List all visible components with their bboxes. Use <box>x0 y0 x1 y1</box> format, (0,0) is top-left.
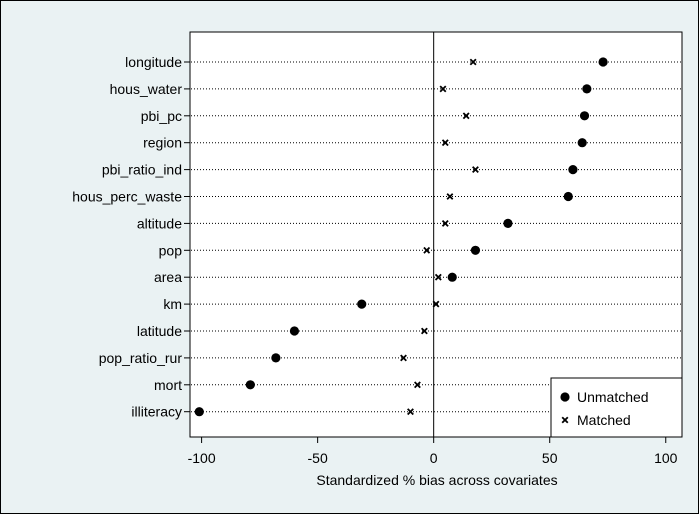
y-tick-label-mort: mort <box>154 377 182 393</box>
unmatched-point-pbi_ratio_ind <box>568 165 578 175</box>
matched-point-hous_water <box>439 85 447 93</box>
x-tick-label--100: -100 <box>188 450 216 466</box>
marks-layer <box>194 57 608 417</box>
grid-layer <box>184 32 681 437</box>
matched-point-pbi_pc <box>462 112 470 120</box>
unmatched-point-pbi_pc <box>579 111 590 121</box>
matched-point-pbi_ratio_ind <box>472 166 479 174</box>
x-tick-label-50: 50 <box>542 450 558 466</box>
unmatched-point-latitude <box>289 326 300 336</box>
matched-point-area <box>434 273 442 281</box>
x-axis: -100 -50 0 50 100 <box>188 437 678 466</box>
y-tick-label-hous_perc_waste: hous_perc_waste <box>72 189 182 205</box>
matched-point-region <box>441 139 449 147</box>
x-tick-label-0: 0 <box>430 450 438 466</box>
y-tick-label-latitude: latitude <box>137 323 182 339</box>
legend-marker-unmatched <box>560 392 570 402</box>
unmatched-point-area <box>447 272 457 282</box>
legend-items: Unmatched Matched <box>560 389 649 428</box>
matched-point-pop_ratio_rur <box>400 354 407 362</box>
unmatched-point-illiteracy <box>194 407 204 417</box>
y-tick-label-altitude: altitude <box>137 215 182 231</box>
y-tick-label-area: area <box>154 269 182 285</box>
legend-box <box>550 377 683 438</box>
y-tick-label-longitude: longitude <box>125 54 182 70</box>
matched-point-longitude <box>469 58 477 66</box>
unmatched-point-hous_water <box>582 84 592 94</box>
y-tick-label-pbi_ratio_ind: pbi_ratio_ind <box>102 162 182 178</box>
legend-marker-matched <box>561 416 569 424</box>
x-axis-title: Standardized % bias across covariates <box>316 472 557 488</box>
unmatched-point-altitude <box>503 218 513 228</box>
y-tick-label-km: km <box>163 296 182 312</box>
y-tick-label-pop_ratio_rur: pop_ratio_rur <box>99 350 183 366</box>
unmatched-point-longitude <box>598 57 608 67</box>
y-tick-label-hous_water: hous_water <box>110 81 183 97</box>
matched-point-km <box>432 300 440 308</box>
matched-point-mort <box>413 381 421 389</box>
unmatched-point-pop_ratio_rur <box>271 353 281 363</box>
unmatched-point-mort <box>245 380 255 390</box>
y-tick-label-pbi_pc: pbi_pc <box>141 108 182 124</box>
plot-area <box>189 31 683 438</box>
y-tick-label-region: region <box>143 135 182 151</box>
matched-point-altitude <box>441 219 449 227</box>
unmatched-point-region <box>577 138 587 148</box>
y-tick-label-illiteracy: illiteracy <box>131 404 182 420</box>
x-tick-label--50: -50 <box>308 450 328 466</box>
matched-point-pop <box>423 246 431 254</box>
matched-point-illiteracy <box>407 408 414 416</box>
unmatched-point-km <box>357 299 367 309</box>
legend: Unmatched Matched <box>550 377 683 438</box>
legend-item-unmatched: Unmatched <box>560 389 649 405</box>
legend-item-matched: Matched <box>561 412 631 428</box>
unmatched-point-hous_perc_waste <box>563 191 573 202</box>
unmatched-point-pop <box>470 245 481 255</box>
legend-label-matched: Matched <box>577 412 631 428</box>
x-tick-label-100: 100 <box>654 450 678 466</box>
y-tick-label-pop: pop <box>159 242 183 258</box>
matched-point-hous_perc_waste <box>446 193 454 200</box>
legend-label-unmatched: Unmatched <box>577 389 649 405</box>
matched-point-latitude <box>420 327 428 335</box>
